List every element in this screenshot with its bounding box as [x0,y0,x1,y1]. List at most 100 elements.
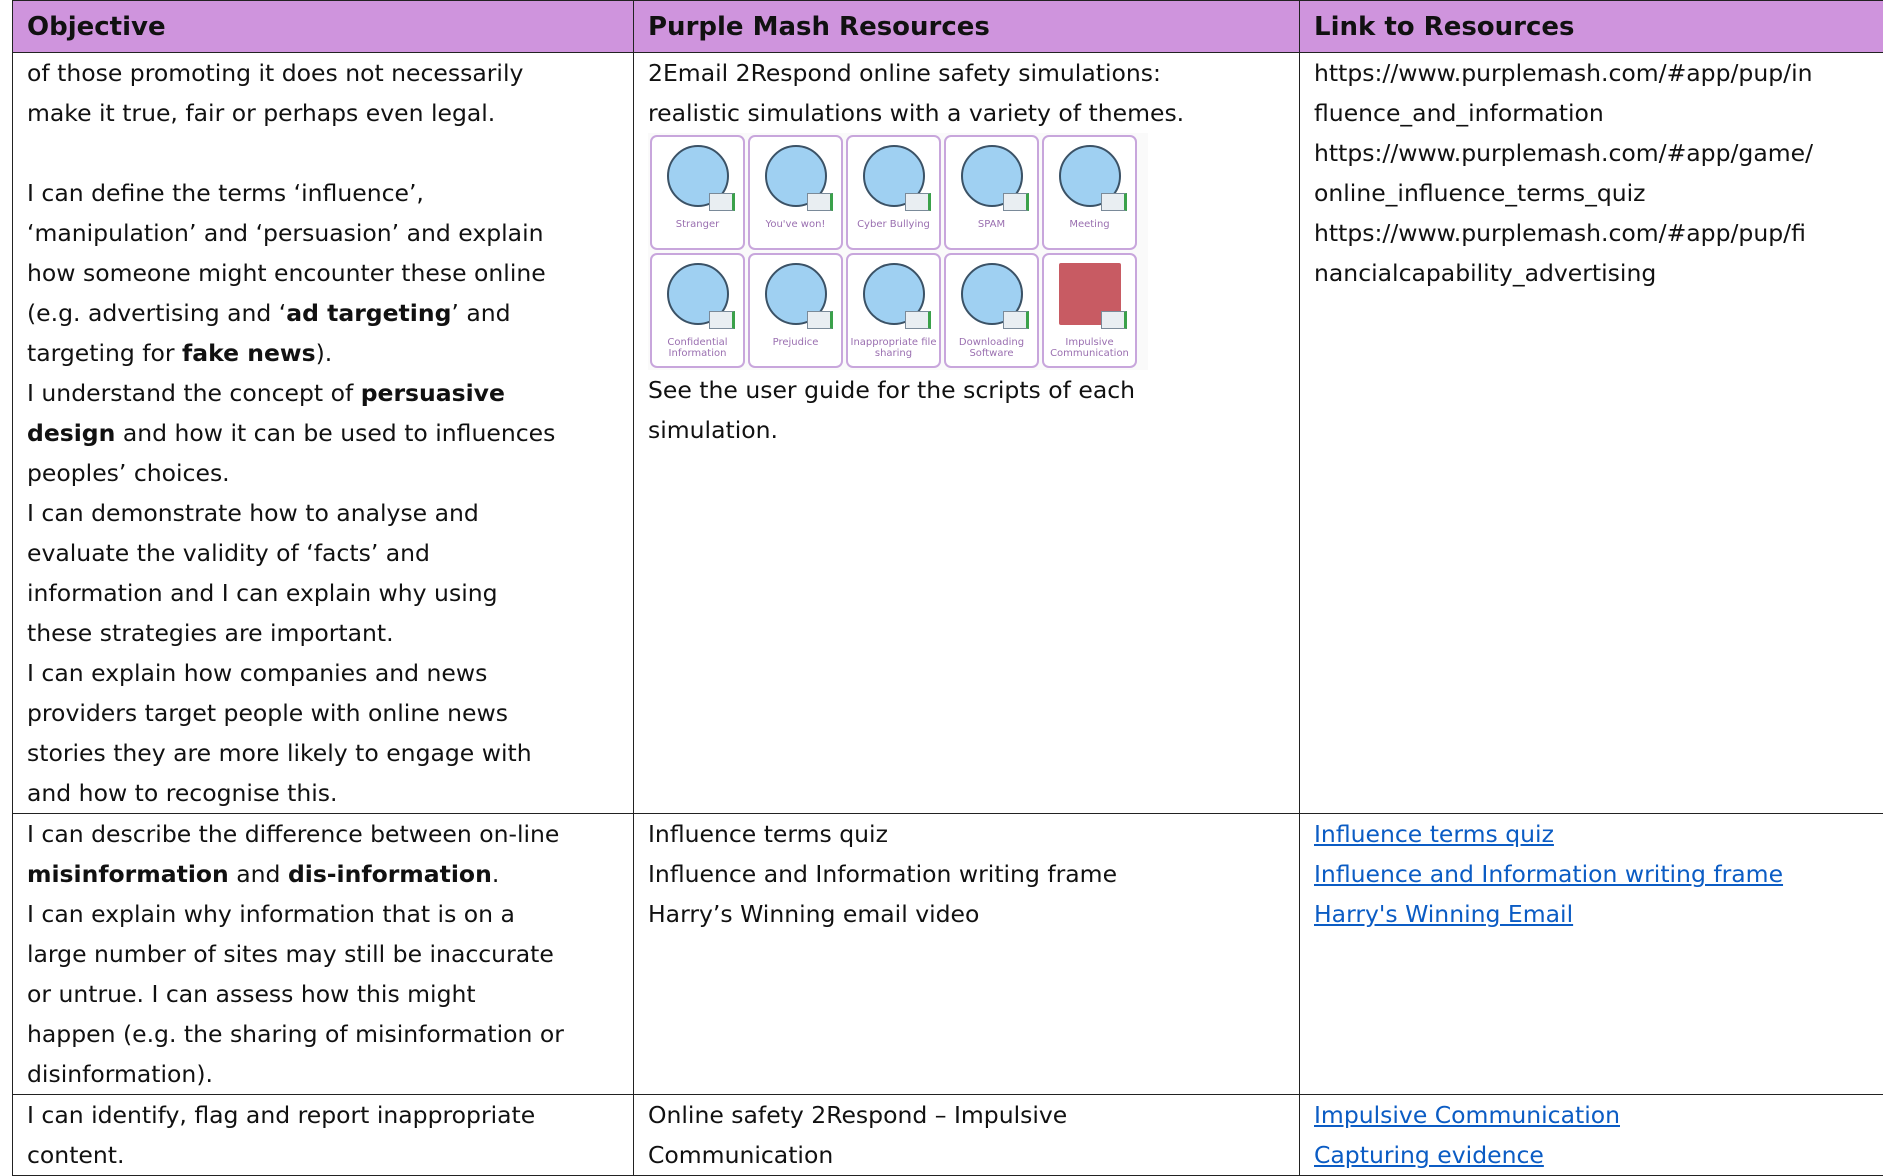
simulation-icon [960,263,1029,329]
table-cell: Influence terms quiz Influence and Inform… [634,814,1300,1095]
text-run: peoples’ choices. [27,459,230,487]
text-line: Influence terms quiz [1314,814,1883,854]
simulation-tile[interactable]: Meeting [1042,135,1137,250]
table-cell: of those promoting it does not necessari… [12,53,634,814]
text-line: these strategies are important. [27,613,621,653]
text-line: Impulsive Communication [1314,1095,1883,1135]
text-line: I can explain why information that is on… [27,894,621,934]
link[interactable]: Capturing evidence [1314,1141,1544,1169]
text-run: online_influence_terms_quiz [1314,179,1646,207]
text-run: I can demonstrate how to analyse and [27,499,479,527]
simulation-tile[interactable]: Downloading Software [944,253,1039,368]
simulation-tile[interactable]: SPAM [944,135,1039,250]
simulation-label: Impulsive Communication [1050,337,1129,359]
text-run: information and I can explain why using [27,579,498,607]
header-cell: Purple Mash Resources [634,0,1300,53]
text-run: I can define the terms ‘influence’, [27,179,424,207]
text-run: ad targeting [286,299,452,327]
text-run: stories they are more likely to engage w… [27,739,532,767]
simulation-tile[interactable]: Impulsive Communication [1042,253,1137,368]
text-run: providers target people with online news [27,699,508,727]
simulation-grid: Stranger You've won! Cyber Bullying SPAM Mee… [648,133,1148,370]
text-run: evaluate the validity of ‘facts’ and [27,539,430,567]
text-line: online_influence_terms_quiz [1314,173,1883,213]
simulation-label: Inappropriate file sharing [850,337,937,359]
simulation-tile[interactable]: Cyber Bullying [846,135,941,250]
simulation-tile[interactable]: You've won! [748,135,843,250]
text-run: disinformation). [27,1060,213,1088]
text-line: Influence and Information writing frame [648,854,1287,894]
text-run: I can explain how companies and news [27,659,488,687]
text-line: Communication [648,1135,1287,1175]
text-run: fluence_and_information [1314,99,1604,127]
text-run: I can explain why information that is on… [27,900,515,928]
text-run: or untrue. I can assess how this might [27,980,476,1008]
text-run: fake news [182,339,316,367]
text-line: information and I can explain why using [27,573,621,613]
text-line: evaluate the validity of ‘facts’ and [27,533,621,573]
text-run: dis-information [287,860,492,888]
link[interactable]: Harry's Winning Email [1314,900,1574,928]
text-run: make it true, fair or perhaps even legal… [27,99,496,127]
text-line: Harry's Winning Email [1314,894,1883,934]
text-line: realistic simulations with a variety of … [648,93,1287,133]
text-line: misinformation and dis-information. [27,854,621,894]
text-run: ‘manipulation’ and ‘persuasion’ and expl… [27,219,544,247]
text-run: ). [315,339,333,367]
simulation-tile[interactable]: Prejudice [748,253,843,368]
text-run: https://www.purplemash.com/#app/pup/in [1314,59,1813,87]
text-run: https://www.purplemash.com/#app/pup/fi [1314,219,1806,247]
simulation-label: Downloading Software [958,337,1025,359]
text-line: Capturing evidence [1314,1135,1883,1175]
text-run: content. [27,1141,125,1169]
simulation-label: Confidential Information [667,337,728,359]
text-run: and how to recognise this. [27,779,338,807]
table-cell: I can describe the difference between on… [12,814,634,1095]
text-run: ’ and [451,299,511,327]
text-line: or untrue. I can assess how this might [27,974,621,1014]
simulation-icon [862,145,931,211]
text-line: I can explain how companies and news [27,653,621,693]
simulation-label: SPAM [977,219,1006,230]
text-run: persuasive [360,379,505,407]
text-run: how someone might encounter these online [27,259,546,287]
table-cell: Influence terms quiz Influence and Inform… [1300,814,1883,1095]
header-text: Purple Mash Resources [648,12,990,42]
text-run: and [228,860,288,888]
text-line: of those promoting it does not necessari… [27,53,621,93]
link[interactable]: Impulsive Communication [1314,1101,1620,1129]
simulation-tile[interactable]: Inappropriate file sharing [846,253,941,368]
simulation-label: Meeting [1069,219,1110,230]
link[interactable]: Influence terms quiz [1314,820,1554,848]
text-run: these strategies are important. [27,619,394,647]
text-run: targeting for [27,339,183,367]
text-line: https://www.purplemash.com/#app/game/ [1314,133,1883,173]
text-line: design and how it can be used to influen… [27,413,621,453]
text-run: I understand the concept of [27,379,361,407]
simulation-tile[interactable]: Stranger [650,135,745,250]
text-line: Influence terms quiz [648,814,1287,854]
text-line: I can define the terms ‘influence’, [27,173,621,213]
header-cell: Objective [12,0,634,53]
text-line: peoples’ choices. [27,453,621,493]
simulation-icon [862,263,931,329]
text-run: Communication [648,1141,834,1169]
header-cell: Link to Resources [1300,0,1883,53]
simulation-label: Cyber Bullying [857,219,930,230]
simulation-icon [1058,145,1127,211]
text-line: 2Email 2Respond online safety simulation… [648,53,1287,93]
text-run: and how it can be used to influences [115,419,556,447]
simulation-icon [1058,263,1127,329]
link[interactable]: Influence and Information writing frame [1314,860,1784,888]
simulation-icon [666,145,735,211]
simulation-tile[interactable]: Confidential Information [650,253,745,368]
header-text: Objective [27,12,166,42]
text-run: Influence terms quiz [648,820,888,848]
text-line: I can describe the difference between on… [27,814,621,854]
text-line: targeting for fake news). [27,333,621,373]
table-cell: I can identify, flag and report inapprop… [12,1095,634,1176]
text-line: See the user guide for the scripts of ea… [648,370,1287,410]
text-run: Influence and Information writing frame [648,860,1118,888]
text-line: disinformation). [27,1054,621,1094]
text-run: nancialcapability_advertising [1314,259,1657,287]
